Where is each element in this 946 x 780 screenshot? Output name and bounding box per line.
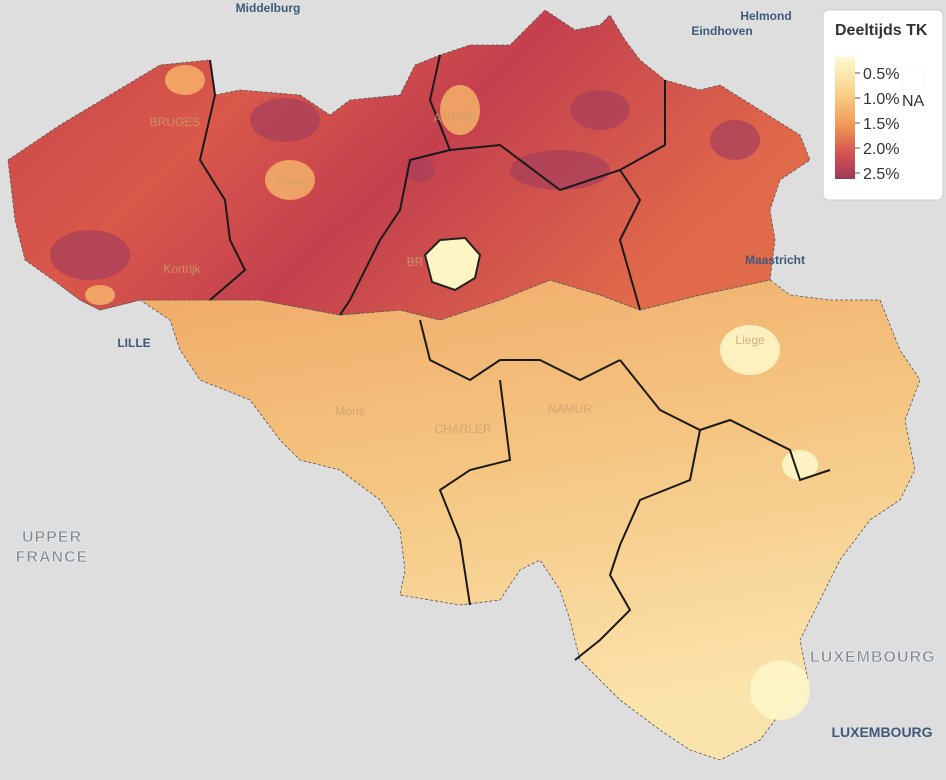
south-region [59,279,921,761]
na-label: NA [902,93,925,110]
place-label: Liege [735,333,765,347]
place-label: BR [407,255,424,269]
legend-label: 1.5% [863,116,899,133]
place-label: ANTWE [433,111,476,125]
legend: Deeltijds TK NA 0.5% 1.0% 1.5% 2.0% 2.5% [822,9,944,201]
legend-title: Deeltijds TK [835,22,928,39]
na-swatch [901,65,925,91]
place-label: Ghent [276,175,309,189]
place-label: Mons [335,404,364,418]
pale-patches [720,325,818,720]
place-label: FRANCE [16,549,89,566]
place-label: Helmond [740,9,791,23]
place-label: Eindhoven [691,24,752,38]
place-label: LILLE [117,336,150,350]
place-label: BRUGES [150,115,201,129]
place-label: Kortrijk [163,262,201,276]
place-label: Middelburg [236,1,301,15]
place-label: Maastricht [745,253,805,267]
place-label: LUXEMBOURG [831,724,932,740]
province-borders [198,54,831,661]
dark-patches [50,90,760,280]
brussels [423,236,482,292]
place-label: UPPER [22,529,82,546]
legend-label: 2.0% [863,141,899,158]
place-label: LUXEMBOURG [810,649,936,666]
legend-label: 1.0% [863,91,899,108]
place-label: NAMUR [548,402,592,416]
light-patches [85,65,480,305]
legend-label: 0.5% [863,66,899,83]
color-scale [835,57,855,179]
legend-label: 2.5% [863,166,899,183]
place-label: CHARLER [434,422,492,436]
